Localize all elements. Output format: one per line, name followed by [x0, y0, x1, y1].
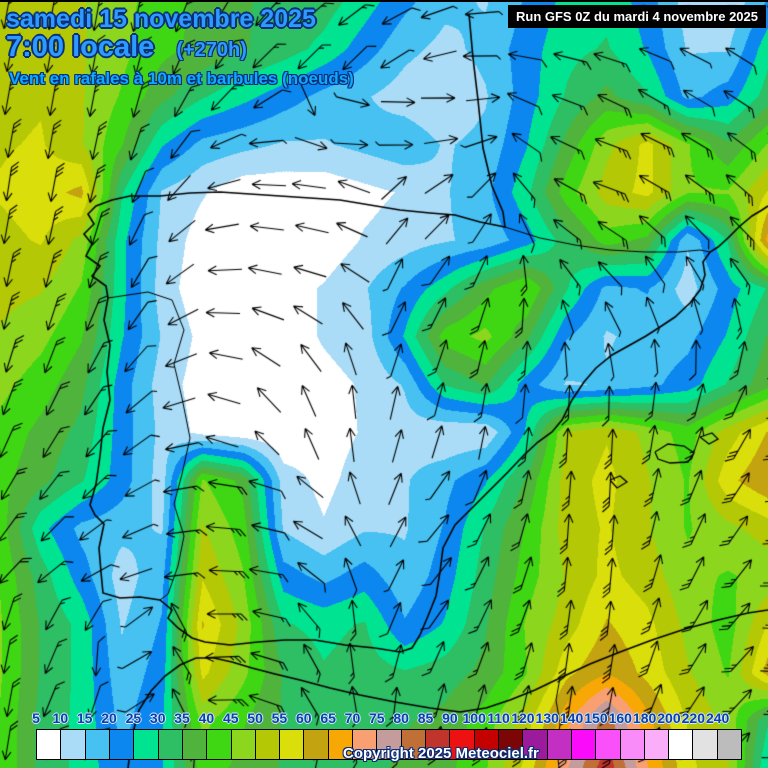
colorbar-label: 15	[76, 710, 93, 726]
colorbar-label: 220	[681, 710, 705, 726]
colorbar-cell	[522, 730, 547, 759]
colorbar-label: 40	[198, 710, 215, 726]
colorbar-label: 120	[511, 710, 535, 726]
colorbar-label: 240	[705, 710, 730, 726]
colorbar-label: 90	[442, 710, 458, 726]
model-run-info-box: Run GFS 0Z du mardi 4 novembre 2025	[508, 5, 766, 28]
date-title: samedi 15 novembre 2025	[6, 5, 316, 33]
colorbar-cell	[643, 730, 669, 759]
forecast-hour-offset: (+270h)	[176, 39, 247, 61]
colorbar-label: 85	[417, 710, 434, 726]
colorbar-cell	[619, 730, 644, 759]
colorbar-label: 160	[608, 710, 632, 726]
colorbar-label: 80	[393, 710, 409, 726]
colorbar-label: 10	[52, 710, 69, 726]
colorbar-cell	[425, 730, 450, 759]
colorbar-cell	[570, 730, 596, 759]
colorbar-label: 100	[462, 710, 486, 726]
colorbar-cell	[157, 730, 182, 759]
local-time-title: 7:00 locale	[6, 31, 155, 63]
parameter-subtitle: Vent en rafales à 10m et barbules (noeud…	[9, 69, 354, 88]
colorbar-label: 65	[320, 710, 336, 726]
colorbar-cell	[327, 730, 353, 759]
colorbar-cell	[108, 730, 134, 759]
colorbar-label: 5	[32, 710, 40, 726]
colorbar-cell	[595, 730, 620, 759]
colorbar-label: 45	[222, 710, 239, 726]
colorbar-label: 35	[174, 710, 190, 726]
colorbar-cell	[230, 730, 255, 759]
colorbar-label: 110	[487, 710, 510, 726]
colorbar-label: 140	[559, 710, 584, 726]
colorbar-cell	[84, 730, 109, 759]
colorbar-label: 20	[101, 710, 117, 726]
colorbar-label: 75	[369, 710, 385, 726]
colorbar-cell	[254, 730, 280, 759]
colorbar-cell	[376, 730, 401, 759]
colorbar-label: 180	[632, 710, 657, 726]
colorbar-label: 200	[657, 710, 681, 726]
colorbar-cell	[546, 730, 571, 759]
colorbar-cell	[279, 730, 304, 759]
colorbar-label: 70	[344, 710, 361, 726]
colorbar-label: 30	[149, 710, 166, 726]
colorbar-cell	[668, 730, 693, 759]
colorbar-cell	[692, 730, 717, 759]
colorbar-cell	[497, 730, 523, 759]
time-row: 7:00 locale (+270h)	[6, 31, 247, 64]
colorbar-cell	[716, 730, 742, 759]
colorbar-cell	[206, 730, 231, 759]
colorbar-label: 130	[535, 710, 559, 726]
colorbar-cell	[60, 730, 85, 759]
wind-speed-colorbar	[36, 729, 742, 760]
colorbar-cell	[37, 730, 61, 759]
colorbar-cell	[181, 730, 207, 759]
colorbar-label: 150	[584, 710, 608, 726]
colorbar-cell	[400, 730, 425, 759]
top-border-line	[0, 0, 768, 2]
colorbar-cell	[133, 730, 158, 759]
colorbar-label: 25	[125, 710, 142, 726]
colorbar-label: 60	[295, 710, 312, 726]
colorbar-label: 50	[247, 710, 263, 726]
colorbar-cell	[352, 730, 377, 759]
colorbar-cell	[449, 730, 474, 759]
colorbar-label: 55	[271, 710, 288, 726]
colorbar-cell	[303, 730, 328, 759]
colorbar-cell	[473, 730, 498, 759]
copyright-label: Copyright 2025 Meteociel.fr	[343, 745, 539, 762]
